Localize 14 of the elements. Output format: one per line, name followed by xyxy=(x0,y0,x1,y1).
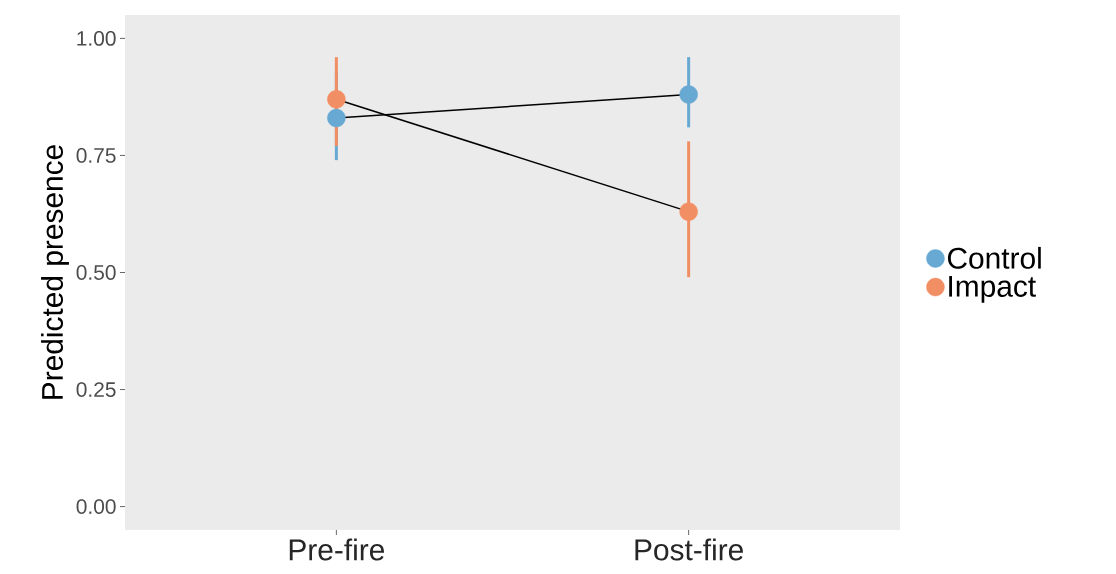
point xyxy=(327,108,346,128)
y-tick-label: 0.50 xyxy=(76,265,116,280)
x-tick-label: Post-fire xyxy=(635,538,743,561)
x-tick-label: Pre-fire xyxy=(289,538,385,561)
y-tick-label: 1.00 xyxy=(77,31,116,46)
point xyxy=(327,90,346,109)
y-tick-label: 0.25 xyxy=(76,382,116,397)
legend-label: Control xyxy=(947,246,1041,269)
point xyxy=(679,202,698,221)
legend-label: Impact xyxy=(949,276,1036,303)
y-tick-label: 0.75 xyxy=(76,148,116,163)
y-tick-label: 0.00 xyxy=(76,499,116,514)
point xyxy=(679,85,698,104)
y-axis-title: Predicted presence xyxy=(41,145,69,399)
